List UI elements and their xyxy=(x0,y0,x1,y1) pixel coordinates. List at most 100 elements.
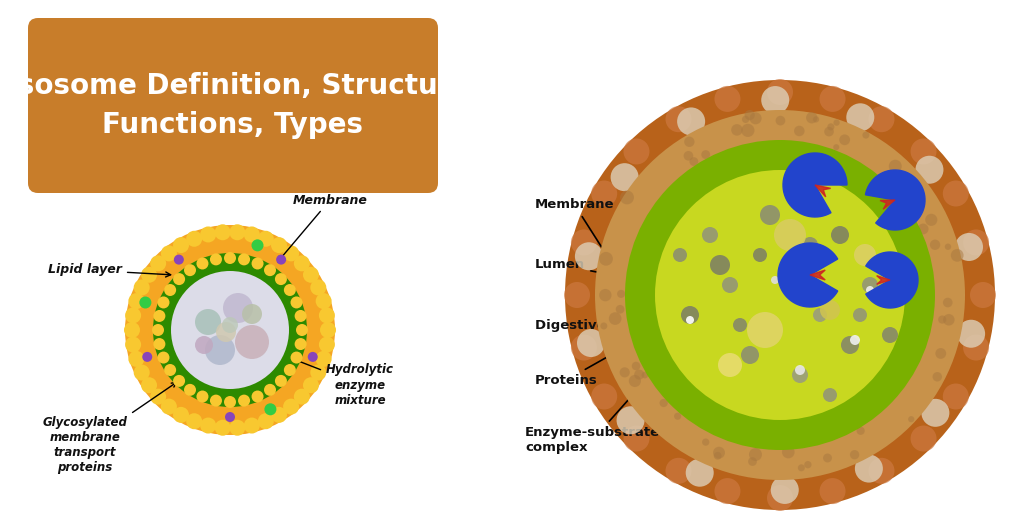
Circle shape xyxy=(303,377,318,393)
Text: Glycosylated
membrane
transport
proteins: Glycosylated membrane transport proteins xyxy=(43,382,176,474)
Circle shape xyxy=(195,336,213,354)
Circle shape xyxy=(746,312,783,348)
Circle shape xyxy=(970,282,996,308)
Circle shape xyxy=(139,296,152,309)
Circle shape xyxy=(782,446,795,458)
Circle shape xyxy=(571,334,597,360)
Circle shape xyxy=(713,446,725,459)
Circle shape xyxy=(141,267,157,283)
Circle shape xyxy=(624,138,649,164)
Circle shape xyxy=(945,244,951,250)
Circle shape xyxy=(158,352,170,364)
Circle shape xyxy=(125,307,141,324)
Circle shape xyxy=(853,308,867,322)
Circle shape xyxy=(308,352,317,362)
Circle shape xyxy=(892,175,901,184)
Circle shape xyxy=(868,458,895,484)
Circle shape xyxy=(910,203,921,214)
Circle shape xyxy=(173,407,189,423)
Polygon shape xyxy=(880,200,895,209)
Circle shape xyxy=(686,459,714,487)
Text: Lumen: Lumen xyxy=(535,259,660,286)
Circle shape xyxy=(283,245,299,262)
Circle shape xyxy=(564,282,590,308)
Circle shape xyxy=(684,151,693,161)
Circle shape xyxy=(173,375,185,387)
Circle shape xyxy=(813,116,819,122)
Circle shape xyxy=(641,372,648,378)
Circle shape xyxy=(964,334,989,360)
Circle shape xyxy=(820,300,840,320)
Circle shape xyxy=(274,273,287,285)
Circle shape xyxy=(565,80,995,510)
Circle shape xyxy=(866,286,874,294)
Circle shape xyxy=(686,316,694,324)
Circle shape xyxy=(655,170,905,420)
Circle shape xyxy=(319,322,336,338)
Circle shape xyxy=(846,103,874,131)
Circle shape xyxy=(742,116,750,123)
Polygon shape xyxy=(778,243,838,307)
Circle shape xyxy=(733,318,746,332)
Circle shape xyxy=(918,224,929,234)
Circle shape xyxy=(599,252,613,266)
Circle shape xyxy=(124,322,140,338)
Text: Membrane: Membrane xyxy=(535,199,614,261)
Text: Membrane: Membrane xyxy=(278,194,368,262)
Polygon shape xyxy=(815,185,830,197)
Circle shape xyxy=(710,255,730,275)
Circle shape xyxy=(714,452,722,460)
Circle shape xyxy=(850,450,859,459)
Circle shape xyxy=(210,253,222,265)
Circle shape xyxy=(152,324,164,336)
Circle shape xyxy=(938,315,946,324)
Circle shape xyxy=(210,395,222,407)
Text: Proteins: Proteins xyxy=(535,287,731,387)
Circle shape xyxy=(741,346,759,364)
Circle shape xyxy=(943,314,954,326)
Polygon shape xyxy=(810,270,825,280)
Circle shape xyxy=(274,375,287,387)
Circle shape xyxy=(216,322,236,342)
Circle shape xyxy=(862,132,869,139)
Circle shape xyxy=(201,418,216,434)
Polygon shape xyxy=(865,170,925,230)
Circle shape xyxy=(244,418,260,434)
Circle shape xyxy=(229,224,246,240)
Circle shape xyxy=(318,336,335,353)
Circle shape xyxy=(856,426,864,435)
Circle shape xyxy=(767,485,793,511)
Circle shape xyxy=(629,375,641,387)
Circle shape xyxy=(134,280,150,295)
Circle shape xyxy=(315,351,332,367)
Polygon shape xyxy=(783,153,847,217)
Text: Lipid layer: Lipid layer xyxy=(48,264,171,277)
Circle shape xyxy=(615,305,625,314)
Circle shape xyxy=(715,478,740,504)
Circle shape xyxy=(201,226,216,243)
Circle shape xyxy=(284,284,296,296)
Circle shape xyxy=(125,225,335,435)
Circle shape xyxy=(295,338,306,350)
Circle shape xyxy=(882,327,898,343)
Polygon shape xyxy=(877,275,890,284)
Text: Digestive enzyme: Digestive enzyme xyxy=(535,280,801,331)
Circle shape xyxy=(238,395,250,407)
Circle shape xyxy=(284,364,296,376)
Circle shape xyxy=(128,293,144,309)
Circle shape xyxy=(819,478,846,504)
Circle shape xyxy=(128,351,144,367)
Circle shape xyxy=(197,391,209,402)
Circle shape xyxy=(862,277,878,293)
Circle shape xyxy=(577,329,605,357)
Circle shape xyxy=(813,308,827,322)
Circle shape xyxy=(760,205,780,225)
Circle shape xyxy=(794,125,805,136)
Circle shape xyxy=(702,438,710,446)
Circle shape xyxy=(673,248,687,262)
Circle shape xyxy=(753,248,767,262)
Circle shape xyxy=(161,245,177,262)
Circle shape xyxy=(804,461,812,468)
Circle shape xyxy=(197,258,209,269)
FancyBboxPatch shape xyxy=(28,18,438,193)
